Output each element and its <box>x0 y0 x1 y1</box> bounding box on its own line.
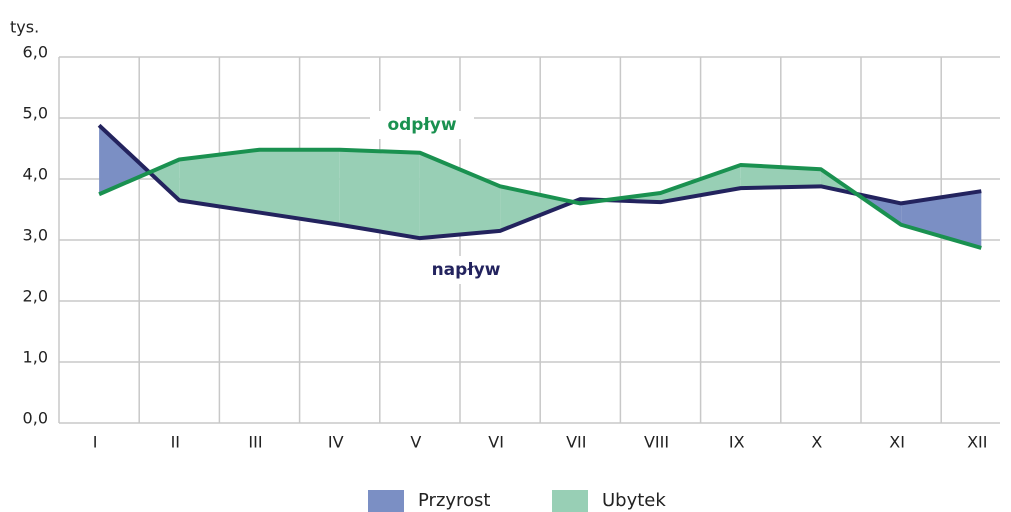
y-tick-label: 5,0 <box>23 104 48 123</box>
legend-swatch <box>368 490 404 512</box>
y-tick-label: 6,0 <box>23 43 48 62</box>
x-tick-label: V <box>410 433 421 452</box>
fill-area <box>660 164 741 203</box>
x-tick-label: VIII <box>644 433 669 452</box>
series-line <box>97 123 982 241</box>
fill-areas <box>99 125 982 248</box>
y-tick-label: 3,0 <box>23 226 48 245</box>
series-label: napływ <box>432 260 501 280</box>
legend-label: Ubytek <box>602 490 666 511</box>
x-tick-label: VII <box>566 433 586 452</box>
y-tick-label: 4,0 <box>23 165 48 184</box>
series-line <box>98 147 982 250</box>
x-tick-label: VI <box>488 433 504 452</box>
fill-area <box>179 149 260 213</box>
fill-area <box>339 149 420 239</box>
fill-area <box>740 164 821 189</box>
fill-area <box>419 152 501 239</box>
x-tick-label: XII <box>967 433 987 452</box>
fill-area <box>901 191 982 248</box>
y-unit: tys. <box>10 18 39 37</box>
x-tick-label: IV <box>328 433 344 452</box>
x-tick-label: II <box>171 433 180 452</box>
series-label: odpływ <box>387 115 456 135</box>
x-tick-label: IX <box>729 433 745 452</box>
fill-area <box>500 186 574 231</box>
x-tick-label: III <box>248 433 262 452</box>
x-tick-label: X <box>811 433 822 452</box>
series-label-bg <box>414 256 518 284</box>
legend-label: Przyrost <box>418 490 491 511</box>
y-tick-label: 1,0 <box>23 348 48 367</box>
x-tick-label: XI <box>889 433 905 452</box>
legend-swatch <box>552 490 588 512</box>
y-tick-label: 2,0 <box>23 287 48 306</box>
x-tick-label: I <box>93 433 98 452</box>
y-tick-label: 0,0 <box>23 409 48 428</box>
series-label-bg <box>370 111 474 139</box>
fill-area <box>259 149 340 225</box>
